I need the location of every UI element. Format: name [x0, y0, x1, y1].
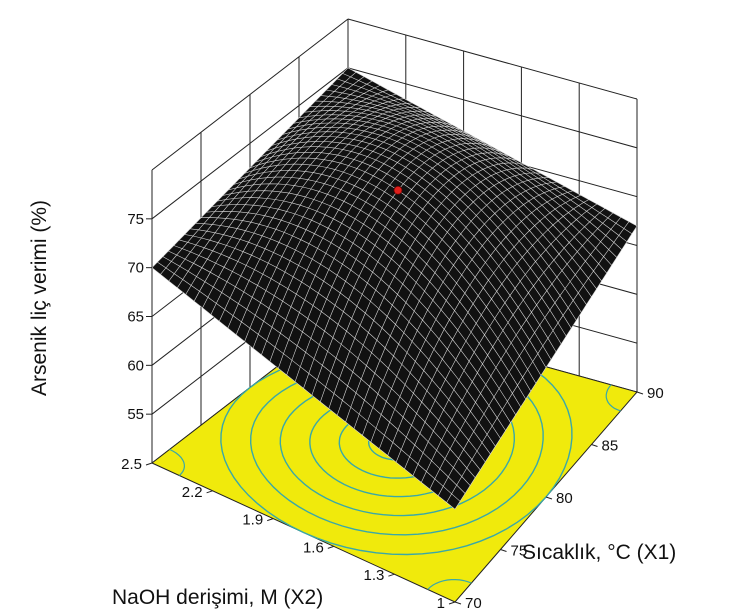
surface-mesh-line — [404, 199, 589, 470]
z-tick-label: 60 — [127, 357, 144, 374]
z-tick-label: 65 — [127, 309, 144, 326]
x-tick-mark — [500, 549, 507, 552]
surface-mesh-line — [185, 85, 381, 295]
x-tick-mark — [636, 391, 644, 395]
surface-mesh-line — [244, 114, 437, 342]
tick-labels: 55 60 65 70 75 70 75 80 85 90 1 1.3 1.6 1.9 2.2 2.5 — [121, 211, 664, 612]
contour-line — [605, 384, 621, 412]
surface-mesh-line — [311, 147, 501, 396]
optimum-point — [393, 185, 403, 195]
surface-mesh-line — [252, 118, 445, 349]
x-tick-label: 85 — [602, 438, 619, 455]
surface-mesh-line — [454, 225, 638, 510]
surface-mesh-line — [395, 194, 581, 463]
surface-mesh-line — [294, 138, 485, 382]
y-tick-label: 1.9 — [242, 512, 263, 529]
y-tick-label: 1.6 — [303, 539, 324, 556]
grid-line — [347, 67, 638, 149]
y-tick-label: 2.5 — [121, 456, 142, 473]
y-tick-mark — [267, 518, 274, 522]
surface-mesh-line — [151, 67, 349, 268]
surface-mesh-line — [227, 106, 421, 329]
surface-mesh-line — [278, 129, 469, 369]
y-tick-label: 2.2 — [182, 484, 203, 501]
surface-mesh-line — [429, 212, 614, 490]
x-tick-label: 80 — [556, 490, 573, 507]
surface-mesh-line — [160, 71, 357, 275]
z-tick-label: 75 — [127, 211, 144, 228]
surface-mesh-line — [353, 172, 541, 429]
surface-mesh-line — [210, 98, 405, 315]
surface-mesh-line — [202, 93, 397, 309]
y-tick-mark — [327, 545, 334, 549]
y-tick-mark — [448, 601, 456, 605]
surface-mesh-line — [387, 190, 573, 456]
x-tick-mark — [454, 601, 462, 605]
surface-mesh-line — [320, 152, 509, 402]
x-tick-label: 90 — [647, 385, 664, 402]
y-tick-mark — [388, 573, 395, 577]
surface-mesh-line — [168, 76, 365, 282]
surface-mesh-line — [261, 122, 453, 356]
surface-mesh-line — [328, 157, 517, 409]
y-tick-mark — [145, 462, 153, 466]
z-tick-label: 70 — [127, 260, 144, 277]
x-axis-title: Sıcaklık, °C (X1) — [522, 541, 676, 564]
surface-mesh-line — [336, 162, 525, 416]
surface-mesh-line — [235, 110, 429, 335]
y-axis-title: NaOH derişimi, M (X2) — [112, 586, 323, 609]
surface-mesh-line — [345, 167, 533, 423]
contour-line — [169, 448, 186, 476]
grid-line — [347, 18, 638, 100]
z-axis-title: Arsenik liç verimi (%) — [28, 200, 51, 396]
surface-mesh-line — [269, 125, 461, 362]
z-tick-label: 55 — [127, 406, 144, 423]
surface-mesh-line — [219, 102, 413, 322]
x-tick-mark — [545, 496, 553, 500]
surface-mesh-line — [370, 181, 557, 443]
surface-mesh-line — [177, 80, 373, 288]
surface-mesh-line — [437, 217, 622, 496]
surface-mesh-line — [286, 133, 477, 376]
x-tick-label: 70 — [465, 595, 482, 612]
y-tick-mark — [206, 490, 213, 494]
y-tick-label: 1.3 — [364, 567, 385, 584]
response-surface — [151, 67, 638, 510]
optimum-point-layer — [393, 185, 403, 195]
x-tick-mark — [591, 444, 598, 447]
surface-mesh-line — [362, 177, 549, 436]
surface-mesh-line — [193, 89, 389, 302]
x-tick-label: 75 — [511, 543, 528, 560]
contour-line — [427, 578, 472, 590]
surface-mesh-line — [421, 208, 606, 483]
surface-mesh-line — [379, 186, 565, 449]
y-tick-label: 1 — [437, 595, 445, 612]
surface-mesh-line — [412, 203, 598, 476]
surface-mesh-line — [446, 221, 630, 503]
